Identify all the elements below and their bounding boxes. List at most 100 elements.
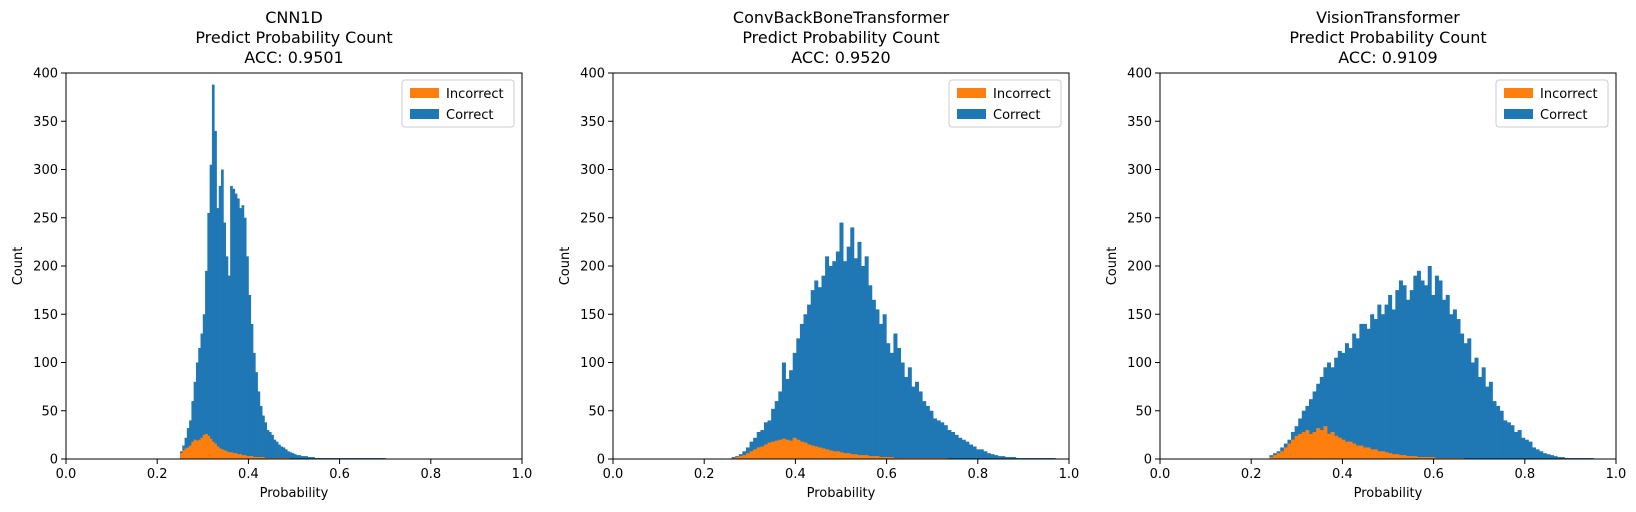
bar-correct: [1524, 439, 1529, 459]
y-tick-label: 50: [41, 404, 58, 419]
bar-correct: [1334, 357, 1339, 459]
bar-correct: [972, 446, 977, 459]
bar-correct: [284, 449, 288, 459]
bar-correct: [792, 352, 797, 459]
x-axis-label: Probability: [1354, 486, 1423, 501]
bar-incorrect: [846, 453, 851, 459]
bar-correct: [189, 420, 192, 459]
bar-correct: [1474, 357, 1479, 459]
bar-incorrect: [214, 443, 217, 459]
chart-panel-2: 0.0 0.2 0.4 0.6 0.8 1.0 0 50 100 150 200 250 300 350 4…: [558, 8, 1079, 501]
bar-incorrect: [1362, 447, 1367, 459]
bar-correct: [789, 370, 794, 459]
x-tick-label: 0.2: [147, 467, 168, 482]
bar-incorrect: [857, 455, 862, 459]
bar-correct: [280, 446, 283, 459]
y-tick-label: 350: [580, 115, 605, 130]
bar-correct: [821, 275, 826, 459]
bar-correct: [1514, 431, 1519, 459]
bar-incorrect: [1370, 449, 1375, 459]
bar-incorrect: [1330, 431, 1335, 459]
bar-correct: [1449, 314, 1454, 459]
x-tick-label: 1.0: [512, 467, 533, 482]
bar-incorrect: [861, 455, 866, 459]
bar-incorrect: [195, 440, 199, 459]
bar-correct: [907, 367, 912, 459]
bar-correct: [1503, 420, 1508, 459]
bar-correct: [237, 198, 240, 459]
bar-correct: [1344, 343, 1349, 459]
bar-correct: [857, 241, 862, 459]
x-tick-label: 0.0: [603, 467, 624, 482]
bar-incorrect: [1380, 451, 1385, 459]
bar-correct: [1373, 319, 1378, 459]
bar-incorrect: [243, 455, 247, 459]
bar-correct: [218, 185, 222, 459]
bar-correct: [232, 188, 236, 460]
bar-correct: [1355, 338, 1360, 459]
bar-incorrect: [202, 434, 206, 459]
bar-correct: [828, 266, 833, 459]
y-axis-label: Count: [558, 247, 573, 286]
bar-incorrect: [232, 453, 236, 459]
y-tick-label: 150: [580, 308, 605, 323]
bar-correct: [1550, 455, 1555, 459]
bar-incorrect: [218, 448, 222, 459]
bar-correct: [1316, 383, 1321, 459]
bar-incorrect: [871, 456, 876, 459]
bar-correct: [1398, 280, 1403, 459]
bar-correct: [1478, 376, 1483, 459]
bar-incorrect: [248, 456, 252, 459]
bar-correct: [1438, 280, 1443, 459]
bar-correct: [893, 333, 898, 459]
series-incorrect: [180, 433, 290, 459]
bar-incorrect: [259, 457, 263, 459]
bar-incorrect: [1294, 435, 1299, 459]
bar-incorrect: [864, 455, 869, 459]
bar-correct: [1326, 362, 1331, 459]
bar-correct: [225, 256, 229, 459]
bar-correct: [986, 453, 991, 459]
y-tick-label: 0: [1144, 453, 1152, 468]
y-tick-label: 100: [33, 356, 58, 371]
bar-incorrect: [1416, 457, 1421, 459]
y-tick-label: 50: [588, 404, 605, 419]
bar-incorrect: [803, 442, 808, 459]
bar-correct: [950, 431, 955, 459]
bar-correct: [1467, 338, 1472, 459]
bar-correct: [1362, 323, 1367, 459]
bar-correct: [1442, 299, 1447, 459]
bar-incorrect: [216, 446, 220, 459]
bar-incorrect: [1276, 453, 1281, 459]
legend-label-correct: Correct: [1540, 108, 1587, 123]
bar-correct: [1391, 309, 1396, 459]
x-tick-label: 0.6: [876, 467, 897, 482]
bar-incorrect: [817, 447, 822, 459]
bar-correct: [1341, 352, 1346, 459]
bar-correct: [1008, 457, 1013, 459]
bar-correct: [248, 294, 252, 459]
x-tick-label: 0.8: [967, 467, 988, 482]
bar-correct: [243, 217, 247, 459]
y-tick-label: 200: [1127, 260, 1152, 275]
bar-incorrect: [239, 454, 242, 459]
bar-correct: [241, 205, 245, 459]
bar-incorrect: [1406, 456, 1411, 459]
bar-correct: [1485, 386, 1490, 459]
legend-label-correct: Correct: [446, 108, 493, 123]
bar-incorrect: [198, 439, 201, 459]
bar-incorrect: [1398, 455, 1403, 459]
bar-correct: [1012, 457, 1017, 459]
y-axis-label: Count: [11, 247, 26, 286]
bar-correct: [983, 451, 988, 459]
bar-incorrect: [735, 457, 740, 459]
bar-correct: [1434, 275, 1439, 459]
bar-correct: [1492, 401, 1497, 459]
bar-correct: [1337, 350, 1342, 459]
bar-correct: [1557, 457, 1562, 459]
bar-incorrect: [760, 446, 765, 459]
y-tick-label: 300: [33, 163, 58, 178]
bar-correct: [825, 256, 830, 459]
bar-correct: [1506, 422, 1511, 459]
bar-incorrect: [796, 439, 801, 459]
